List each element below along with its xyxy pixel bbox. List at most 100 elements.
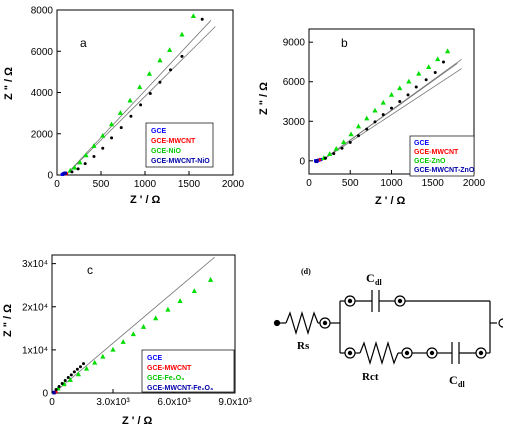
chart-b-point-gce-zno [426,64,432,70]
cdl-top-node-right-dot [397,298,403,304]
chart-a-xtick-label: 2000 [222,179,245,190]
circuit-label-rct: Rct [362,371,379,383]
chart-b-ytick-label: 3000 [283,117,306,128]
chart-a-point-series-4 [180,54,184,58]
chart-b-points [314,48,451,164]
chart-a-point-series-4 [70,170,74,174]
chart-b-point-gce-zno [445,48,451,54]
chart-b-ytick-label: 0 [299,156,305,167]
chart-c-legend-mwcnt: GCE-MWCNT [147,365,192,372]
chart-a-point-gce-nio [146,70,152,76]
chart-a-fit-lines [65,20,216,176]
chart-c-point-gce-fe-o- [153,315,159,321]
chart-c-legend-gce: GCE [147,355,163,362]
chart-b-xtick-label: 0 [306,178,312,189]
chart-c-point-series-4 [78,365,82,369]
chart-b-legend-mwcnt-zno: GCE-MWCNT-ZnO [414,167,475,174]
chart-a-point-series-4 [110,136,114,140]
chart-a-ylabel: Z " / Ω [3,67,15,100]
chart-a-legend-box [145,122,214,168]
chart-a-point-series-4 [76,167,80,171]
chart-b-panel-label: b [341,36,348,50]
chart-c-legend-fe2o3: GCE-Fe₂O₃ [147,375,184,382]
chart-c-point-gce-fe-o- [83,365,90,371]
circuit-panel-label: (d) [301,267,311,276]
chart-b-legend-zno: GCE-ZnO [414,158,446,165]
chart-a-ytick-label: 6000 [31,47,54,58]
chart-b-point-gce-zno [333,145,339,151]
chart-a-point-series-4 [200,17,204,21]
chart-b-xtick-label: 1000 [380,178,403,189]
chart-b-ylabel: Z " / Ω [258,82,270,115]
chart-c-ytick-label: 3x10⁴ [22,259,48,270]
chart-b-point-series-4 [441,60,445,64]
cdl-top-node-left-dot [347,298,353,304]
chart-a-point-gce-nio [108,121,115,127]
chart-a-xtick-label: 500 [93,179,110,190]
chart-b-point-series-4 [414,85,418,89]
chart-a-point-gce-nio [167,47,173,53]
chart-a-legend-mwcnt: GCE-MWCNT [151,138,196,145]
chart-c-xtick-label: 6.0x10³ [157,397,191,408]
chart-a-legend-gce: GCE [151,128,167,135]
chart-c-ytick-label: 0 [42,389,48,400]
chart-b-ytick-label: 9000 [283,38,306,49]
chart-b-point-series-4 [390,106,393,110]
chart-b-point-gce-zno [341,139,347,145]
chart-a-legend-nio: GCE-NiO [151,148,182,155]
chart-a-ytick-label: 2000 [31,129,54,140]
chart-c-point-gce-fe-o- [67,377,73,382]
chart-b-xtick-label: 1500 [422,178,445,189]
chart-c-point-series-4 [63,378,67,382]
chart-b-point-gce-zno [364,115,370,121]
chart-c-ticks: 0 3.0x10³ 6.0x10³ 9.0x10³ 0 1x10⁴ 2x10⁴ 3x10⁴ [22,259,252,408]
chart-b-legend: GCE GCE-MWCNT GCE-ZnO GCE-MWCNT-ZnO [409,135,475,177]
chart-b-xtick-label: 2000 [463,178,486,189]
chart-b-point-series-4 [433,71,437,74]
chart-c-point-series-4 [57,385,61,389]
circuit-label-cdl-top: C [366,271,375,285]
chart-a-point-series-4 [139,103,143,107]
chart-c-point-gce-fe-o- [61,381,67,387]
chart-a-point-gce-nio [190,13,196,18]
chart-c-legend-mwcnt-fe2o3: GCE-MWCNT-Fe₂O₃ [147,385,213,392]
chart-b-point-series-4 [348,140,352,144]
chart-a-point-series-4 [92,154,96,158]
chart-c-xlabel: Z ' / Ω [122,415,153,427]
chart-a-ytick-label: 8000 [31,6,54,17]
chart-a-fit-line [65,20,212,176]
chart-b-point-series-4 [424,78,428,82]
chart-b-fit-line [321,68,462,162]
cdl-bottom-node-left-dot [429,350,435,356]
chart-b-point-gce-mwcnt [318,158,322,162]
chart-a-point-gce-nio [91,143,97,148]
resistor-rct [359,340,399,366]
chart-c-point-series-4 [72,370,76,374]
chart-b-xlabel: Z ' / Ω [375,195,406,207]
chart-b-point-gce-zno [380,99,386,105]
chart-c-point-series-4 [54,388,58,392]
chart-a-point-gce-nio [83,152,89,158]
chart-b-point-series-4 [398,100,402,103]
chart-b-point-gce-zno [327,151,333,157]
chart-b-point-gce-zno [355,123,362,129]
chart-a-point-series-4 [148,92,152,96]
chart-a-xlabel: Z ' / Ω [130,194,161,206]
chart-b-point-series-4 [340,146,344,150]
chart-b-point-gce-zno [416,70,422,76]
chart-a-point-gce-nio [157,57,163,63]
chart-c-ytick-label: 1x10⁴ [22,345,48,356]
chart-b-point-series-4 [381,113,385,117]
chart-a-point-series-4 [119,126,123,130]
chart-a-point-series-4 [169,68,173,72]
chart-c-points [52,277,214,395]
chart-b-point-series-4 [373,120,377,124]
chart-c-point-gce-fe-o- [100,353,106,359]
circuit-diagram: (d) [273,267,504,389]
chart-c-point-series-4 [60,382,64,386]
chart-b-legend-box [409,135,475,177]
chart-b-point-gce-zno [435,56,441,62]
chart-b-point-series-4 [324,156,327,160]
circuit-output-terminal [498,318,504,328]
